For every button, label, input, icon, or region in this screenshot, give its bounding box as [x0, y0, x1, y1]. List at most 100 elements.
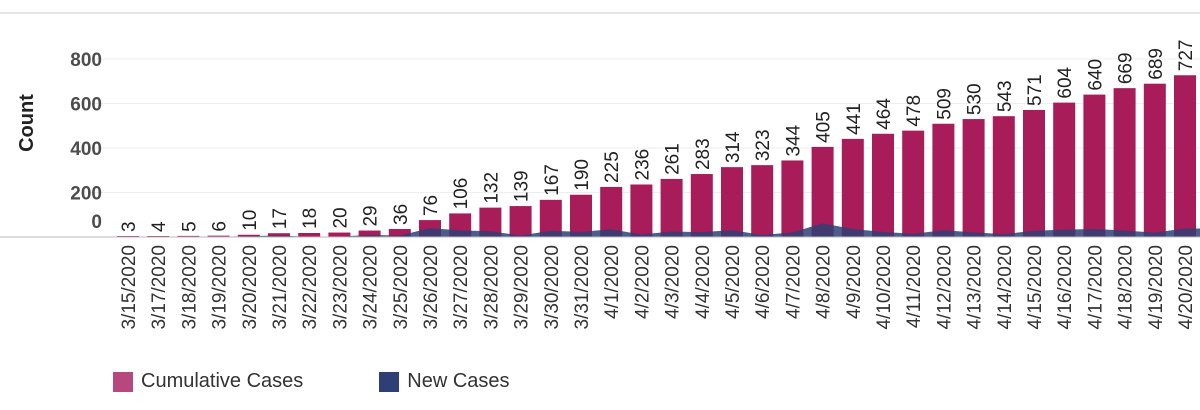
x-tick-label: 4/8/2020	[814, 245, 835, 319]
data-label: 3	[119, 221, 140, 232]
bar-cumulative[interactable]	[207, 235, 230, 237]
x-tick-label: 3/17/2020	[149, 245, 170, 330]
x-tick-label: 3/20/2020	[240, 245, 261, 330]
bar-cumulative[interactable]	[721, 167, 743, 237]
data-labels: 3 4 5 6 10 17 18 20 29 36 76 106 132 139 167 190 225 236 2…	[119, 40, 1197, 232]
bar-cumulative[interactable]	[298, 232, 321, 237]
data-label: 464	[874, 98, 895, 130]
data-label: 10	[240, 210, 261, 231]
data-label: 283	[693, 138, 714, 170]
y-tick-label: 400	[70, 139, 102, 160]
x-tick-label: 3/31/2020	[572, 245, 593, 330]
bar-cumulative[interactable]	[268, 233, 290, 237]
data-label: 669	[1116, 52, 1137, 84]
new-cases-area	[112, 223, 1200, 237]
bar-cumulative[interactable]	[690, 174, 713, 237]
x-tick-label: 4/16/2020	[1055, 245, 1076, 330]
x-tick-label: 4/13/2020	[965, 245, 986, 330]
data-label: 225	[602, 151, 623, 183]
x-tick-label: 4/2/2020	[632, 245, 653, 319]
data-label: 571	[1025, 74, 1046, 106]
x-tick-label: 4/15/2020	[1025, 245, 1046, 330]
bar-cumulative[interactable]	[811, 146, 834, 237]
bar-cumulative[interactable]	[751, 165, 774, 237]
data-label: 4	[149, 221, 170, 232]
legend-swatch-cumulative	[113, 371, 133, 392]
x-tick-label: 4/17/2020	[1085, 245, 1106, 330]
x-tick-label: 3/30/2020	[542, 245, 563, 330]
data-label: 323	[753, 129, 774, 161]
x-tick-label: 4/9/2020	[844, 245, 865, 319]
bar-cumulative[interactable]	[781, 160, 804, 237]
data-label: 76	[421, 195, 442, 216]
bar-cumulative[interactable]	[992, 116, 1015, 237]
x-tick-label: 4/20/2020	[1176, 245, 1197, 330]
data-label: 6	[210, 221, 231, 232]
data-label: 530	[965, 83, 986, 115]
x-axis-ticks: 3/15/2020 3/17/2020 3/18/2020 3/19/2020 3/20…	[119, 245, 1197, 330]
x-tick-label: 4/14/2020	[995, 245, 1016, 330]
data-label: 190	[572, 159, 593, 191]
legend-item-new[interactable]: New Cases	[379, 370, 510, 393]
x-tick-label: 3/25/2020	[391, 245, 412, 330]
legend: Cumulative Cases New Cases	[113, 370, 586, 393]
legend-label-cumulative: Cumulative Cases	[141, 370, 304, 392]
x-tick-label: 4/12/2020	[934, 245, 955, 330]
data-label: 18	[300, 208, 321, 229]
data-label: 17	[270, 208, 291, 229]
bar-cumulative[interactable]	[660, 178, 683, 237]
bar-cumulative[interactable]	[841, 138, 864, 237]
data-label: 640	[1085, 59, 1106, 91]
bar-cumulative[interactable]	[932, 123, 955, 237]
data-label: 261	[663, 143, 684, 175]
bar-cumulative[interactable]	[1053, 102, 1076, 237]
bar-cumulative[interactable]	[1174, 75, 1196, 238]
bar-cumulative[interactable]	[1143, 83, 1166, 237]
x-tick-label: 3/27/2020	[451, 245, 472, 330]
data-label: 106	[451, 178, 472, 210]
bar-cumulative[interactable]	[872, 133, 894, 237]
bar-cumulative[interactable]	[600, 186, 623, 237]
y-tick-label: 600	[70, 95, 102, 116]
bar-cumulative[interactable]	[237, 234, 260, 237]
x-tick-label: 3/18/2020	[179, 245, 200, 330]
bar-cumulative[interactable]	[539, 199, 562, 237]
x-tick-label: 4/10/2020	[874, 245, 895, 330]
x-tick-label: 3/21/2020	[270, 245, 291, 330]
x-tick-label: 3/24/2020	[361, 245, 382, 330]
x-tick-label: 3/22/2020	[300, 245, 321, 330]
legend-item-cumulative[interactable]: Cumulative Cases	[113, 370, 303, 393]
bar-cumulative[interactable]	[630, 184, 653, 237]
data-label: 727	[1176, 40, 1197, 72]
x-tick-label: 3/28/2020	[481, 245, 502, 330]
data-label: 344	[783, 124, 804, 156]
bar-cumulative[interactable]	[388, 228, 411, 237]
bar-cumulative[interactable]	[1023, 109, 1045, 237]
bar-cumulative[interactable]	[328, 232, 351, 237]
bar-cumulative[interactable]	[1083, 94, 1106, 237]
bar-cumulative[interactable]	[177, 235, 200, 237]
bar-cumulative[interactable]	[570, 194, 592, 237]
x-tick-label: 4/11/2020	[904, 245, 925, 328]
x-tick-label: 3/23/2020	[330, 245, 351, 330]
bar-cumulative[interactable]	[479, 207, 502, 237]
bar-cumulative[interactable]	[902, 130, 925, 237]
x-tick-label: 4/6/2020	[753, 245, 774, 319]
data-label: 509	[934, 88, 955, 120]
data-label: 604	[1055, 66, 1076, 98]
data-label: 36	[391, 204, 412, 225]
data-label: 236	[632, 149, 653, 181]
data-label: 139	[512, 170, 533, 202]
data-label: 543	[995, 80, 1016, 112]
data-label: 441	[844, 103, 865, 135]
bar-cumulative[interactable]	[1113, 88, 1136, 238]
y-tick-label: 800	[70, 50, 102, 71]
bar-cumulative[interactable]	[962, 119, 985, 237]
data-label: 29	[361, 205, 382, 226]
y-axis: 0 200 400 600 800	[70, 50, 102, 233]
bar-cumulative[interactable]	[358, 230, 381, 237]
x-tick-label: 4/1/2020	[602, 245, 623, 319]
cumulative-bars	[117, 75, 1196, 238]
bar-cumulative[interactable]	[509, 206, 532, 237]
